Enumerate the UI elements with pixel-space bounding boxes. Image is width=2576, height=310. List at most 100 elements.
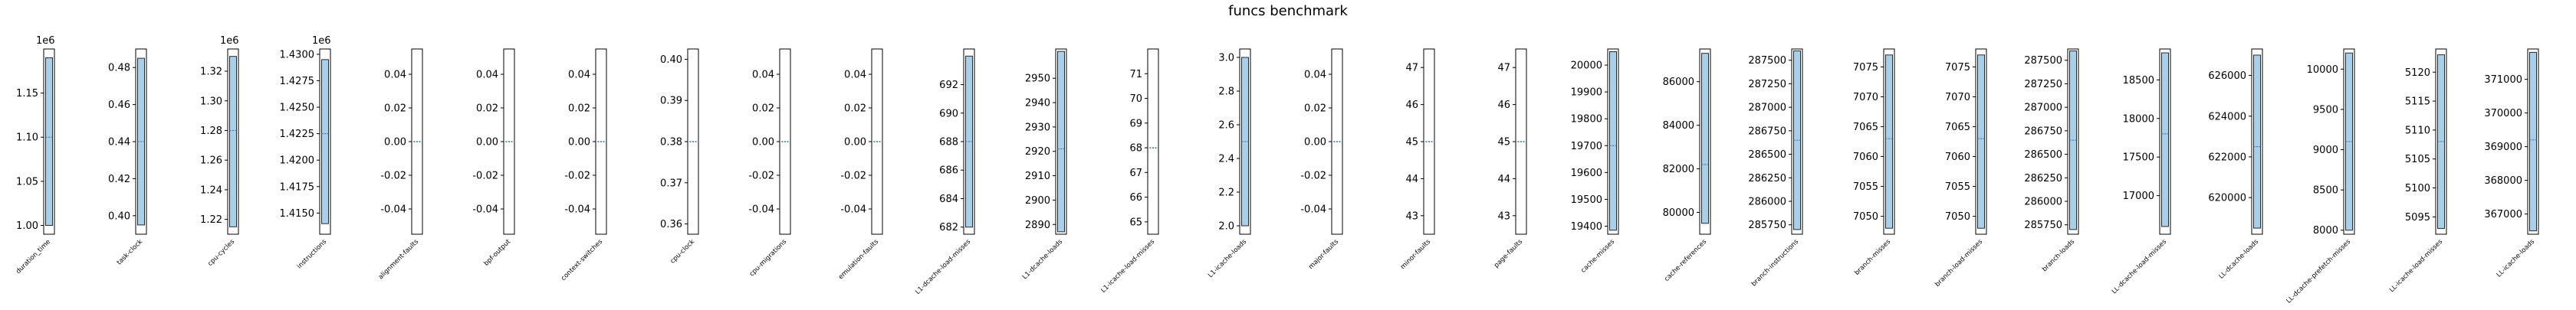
- axes-frame-LL-dcache-prefetch-misses: [2343, 48, 2355, 235]
- y-tick-label-branch-instructions-1: 286000: [1748, 197, 1786, 208]
- panel-cpu-clock: 0.36 0.37 0.38 0.39 0.40 cpu-clock: [660, 48, 699, 266]
- y-tick-label-LL-icache-load-misses-1: 5100: [2405, 183, 2430, 194]
- y-tick-label-branch-instructions-4: 286750: [1748, 126, 1786, 137]
- x-label-branch-load-misses: branch-load-misses: [1934, 238, 1984, 289]
- y-tick-label-bpf-output-0: -0.04: [472, 204, 498, 216]
- y-tick-label-minor-faults-2: 45: [1405, 137, 1418, 148]
- y-tick-label-instructions-3: 1.4225: [280, 129, 315, 140]
- y-tick-label-branch-misses-3: 7065: [1853, 122, 1878, 133]
- y-tick-label-task-clock-3: 0.46: [108, 100, 130, 111]
- y-tick-label-cpu-cycles-3: 1.28: [200, 126, 222, 137]
- x-label-page-faults: page-faults: [1493, 238, 1524, 269]
- y-tick-label-branch-load-misses-0: 7050: [1945, 211, 1970, 223]
- y-tick-label-L1-icache-loads-2: 2.4: [1218, 154, 1234, 165]
- y-tick-label-minor-faults-0: 43: [1405, 210, 1418, 222]
- y-tick-label-major-faults-2: 0.00: [1304, 137, 1326, 148]
- panel-L1-icache-loads: 2.0 2.2 2.4 2.6 2.8 3.0 L1-icache-loads: [1207, 48, 1251, 279]
- axes-frame-L1-icache-load-misses: [1147, 48, 1159, 235]
- x-label-LL-dcache-loads: LL-dcache-loads: [2218, 238, 2261, 281]
- y-tick-label-page-faults-3: 46: [1497, 100, 1510, 111]
- y-tick-label-task-clock-2: 0.44: [108, 137, 130, 148]
- y-tick-label-LL-icache-load-misses-0: 5095: [2405, 212, 2430, 224]
- panel-cpu-cycles: 1.22 1.24 1.26 1.28 1.30 1.32 1e6 cpu-cycles: [200, 35, 239, 268]
- y-tick-label-duration_time-3: 1.15: [16, 88, 38, 100]
- axes-frame-duration_time: [43, 48, 55, 235]
- y-tick-label-branch-loads-6: 287250: [2024, 79, 2062, 90]
- y-tick-label-branch-instructions-7: 287500: [1748, 55, 1786, 67]
- bar-branch-load-misses: [1977, 54, 1985, 229]
- panel-LL-icache-loads: 367000 368000 369000 370000 371000 LL-icache-…: [2484, 48, 2539, 279]
- x-label-L1-dcache-loads: L1-dcache-loads: [1021, 238, 1065, 282]
- y-tick-label-cache-misses-1: 19500: [1571, 194, 1602, 206]
- y-tick-label-cpu-migrations-0: -0.04: [748, 204, 774, 216]
- x-label-cpu-cycles: cpu-cycles: [206, 238, 236, 268]
- y-tick-label-major-faults-0: -0.04: [1300, 204, 1326, 216]
- y-tick-label-LL-dcache-prefetch-misses-2: 9000: [2313, 145, 2338, 156]
- y-tick-label-LL-dcache-load-misses-1: 17500: [2123, 152, 2154, 164]
- panel-LL-dcache-loads: 620000 622000 624000 626000 LL-dcache-loads: [2208, 48, 2263, 281]
- y-tick-label-context-switches-0: -0.04: [564, 204, 590, 216]
- y-tick-label-cache-misses-4: 19800: [1571, 114, 1602, 126]
- y-tick-label-L1-icache-load-misses-1: 66: [1129, 192, 1142, 204]
- y-tick-label-bpf-output-2: 0.00: [476, 137, 498, 148]
- axis-multiplier-cpu-cycles: 1e6: [220, 35, 239, 47]
- y-tick-label-L1-dcache-loads-4: 2930: [1025, 122, 1050, 133]
- bar-branch-misses: [1885, 54, 1893, 229]
- x-label-cache-misses: cache-misses: [1579, 238, 1616, 275]
- y-tick-label-branch-loads-4: 286750: [2024, 126, 2062, 137]
- x-label-branch-loads: branch-loads: [2041, 238, 2077, 274]
- y-tick-label-branch-load-misses-3: 7065: [1945, 122, 1970, 133]
- y-tick-label-LL-dcache-load-misses-3: 18500: [2123, 75, 2154, 86]
- y-tick-label-LL-dcache-loads-2: 624000: [2208, 111, 2246, 122]
- x-label-duration_time: duration_time: [15, 238, 52, 276]
- y-tick-label-L1-icache-load-misses-2: 67: [1129, 168, 1142, 179]
- panel-L1-dcache-load-misses: 682 684 686 688 690 692 L1-dcache-load-misses: [914, 48, 975, 296]
- y-tick-label-LL-dcache-load-misses-2: 18000: [2123, 113, 2154, 125]
- y-tick-label-L1-dcache-load-misses-0: 682: [939, 222, 958, 233]
- y-tick-label-branch-loads-3: 286500: [2024, 149, 2062, 161]
- panel-context-switches: -0.04 -0.02 0.00 0.02 0.04 context-switches: [560, 48, 607, 282]
- axes-frame-cpu-cycles: [227, 48, 239, 235]
- panel-cache-misses: 19400 19500 19600 19700 19800 19900 20000 cache…: [1571, 48, 1619, 275]
- y-tick-label-branch-misses-4: 7070: [1853, 92, 1878, 103]
- y-tick-label-alignment-faults-4: 0.04: [384, 70, 406, 81]
- bar-duration_time: [45, 57, 53, 226]
- y-tick-label-L1-icache-loads-5: 3.0: [1218, 53, 1234, 64]
- x-label-cache-references: cache-references: [1663, 238, 1708, 283]
- y-tick-label-instructions-5: 1.4275: [280, 76, 315, 87]
- y-tick-label-instructions-4: 1.4250: [280, 103, 315, 114]
- y-tick-label-branch-instructions-0: 285750: [1748, 220, 1786, 231]
- y-tick-label-page-faults-0: 43: [1497, 210, 1510, 222]
- y-tick-label-branch-instructions-3: 286500: [1748, 149, 1786, 161]
- y-tick-label-branch-instructions-5: 287000: [1748, 103, 1786, 114]
- bar-cpu-cycles: [229, 56, 237, 227]
- y-tick-label-cpu-clock-3: 0.39: [660, 96, 682, 107]
- x-label-L1-icache-load-misses: L1-icache-load-misses: [1099, 238, 1156, 295]
- y-tick-label-LL-dcache-prefetch-misses-0: 8000: [2313, 225, 2338, 237]
- axes-frame-LL-dcache-loads: [2251, 48, 2263, 235]
- y-tick-label-context-switches-2: 0.00: [568, 137, 590, 148]
- y-tick-label-instructions-2: 1.4200: [280, 155, 315, 167]
- panel-bpf-output: -0.04 -0.02 0.00 0.02 0.04 bpf-output: [472, 48, 515, 268]
- y-tick-label-LL-icache-load-misses-2: 5105: [2405, 154, 2430, 165]
- y-tick-label-branch-misses-1: 7055: [1853, 181, 1878, 193]
- y-tick-label-major-faults-3: 0.02: [1304, 103, 1326, 115]
- y-tick-label-cpu-migrations-2: 0.00: [752, 137, 774, 148]
- bar-LL-dcache-load-misses: [2161, 52, 2169, 227]
- y-tick-label-alignment-faults-3: 0.02: [384, 103, 406, 115]
- y-tick-label-LL-icache-load-misses-5: 5120: [2405, 67, 2430, 79]
- y-tick-label-alignment-faults-0: -0.04: [380, 204, 406, 216]
- y-tick-label-LL-dcache-loads-0: 620000: [2208, 193, 2246, 204]
- y-tick-label-cpu-migrations-4: 0.04: [752, 70, 774, 81]
- x-label-branch-instructions: branch-instructions: [1750, 238, 1801, 289]
- y-tick-label-cpu-cycles-2: 1.26: [200, 155, 222, 167]
- panel-branch-loads: 285750 286000 286250 286500 286750 287000 2872…: [2024, 48, 2079, 274]
- y-tick-label-cache-misses-6: 20000: [1571, 60, 1602, 72]
- y-tick-label-instructions-6: 1.4300: [280, 49, 315, 60]
- x-label-emulation-faults: emulation-faults: [837, 238, 881, 282]
- y-tick-label-context-switches-3: 0.02: [568, 103, 590, 115]
- bar-cache-misses: [1609, 51, 1617, 231]
- y-tick-label-major-faults-4: 0.04: [1304, 70, 1326, 81]
- y-tick-label-LL-dcache-loads-1: 622000: [2208, 152, 2246, 163]
